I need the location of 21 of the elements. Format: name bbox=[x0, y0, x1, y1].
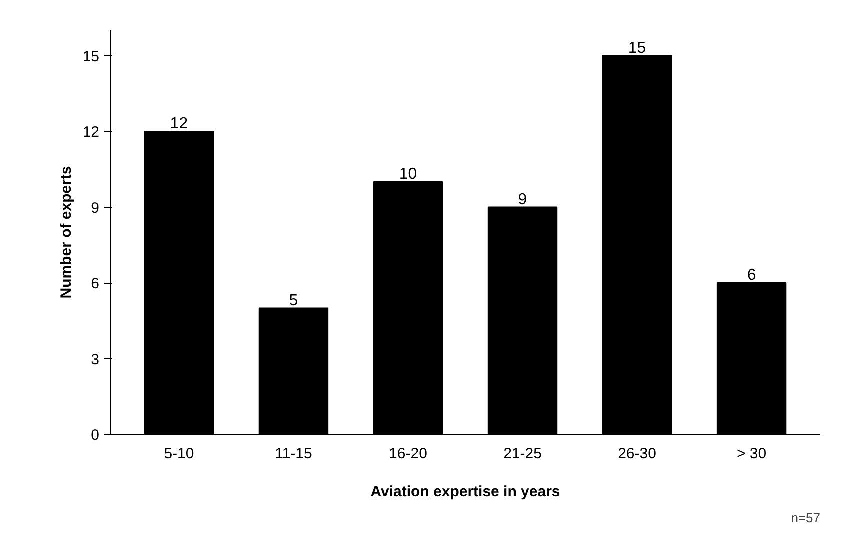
x-tick-label: 11-15 bbox=[275, 446, 312, 462]
data-label: 15 bbox=[628, 40, 646, 57]
x-tick-label: 21-25 bbox=[504, 446, 542, 462]
y-axis-title: Number of experts bbox=[58, 166, 75, 299]
data-label: 10 bbox=[399, 166, 418, 183]
x-tick-label: 26-30 bbox=[618, 446, 656, 462]
y-tick-label: 6 bbox=[91, 276, 100, 292]
text: n=57 bbox=[791, 510, 821, 526]
data-label: 9 bbox=[518, 191, 528, 208]
y-tick-label: 0 bbox=[91, 427, 100, 444]
x-axis-title: Aviation expertise in years bbox=[370, 484, 560, 500]
y-tick-label: 3 bbox=[91, 351, 100, 368]
x-tick-label: > 30 bbox=[736, 446, 767, 462]
y-tick-label: 12 bbox=[82, 124, 100, 141]
data-label: 5 bbox=[289, 292, 298, 310]
data-label: 12 bbox=[170, 116, 188, 132]
data-label: 6 bbox=[747, 267, 756, 284]
y-tick-label: 9 bbox=[91, 200, 100, 217]
x-tick-label: 5-10 bbox=[164, 446, 194, 462]
y-tick-label: 15 bbox=[82, 48, 100, 66]
x-tick-label: 16-20 bbox=[389, 446, 428, 462]
